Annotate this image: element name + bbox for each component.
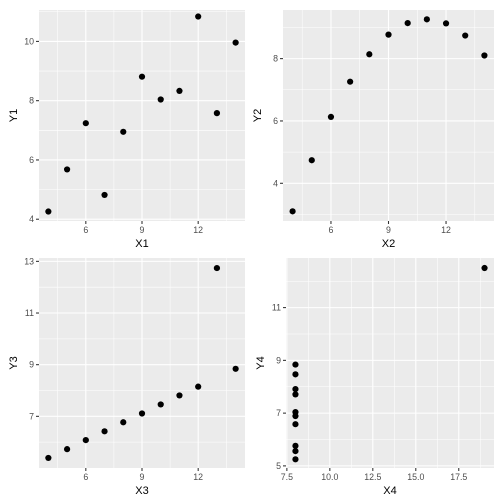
data-point (82, 437, 89, 444)
y-tick-label: 6 (29, 155, 34, 165)
data-point (120, 419, 127, 426)
x-tick-label: 6 (83, 225, 88, 235)
data-point (442, 20, 450, 27)
x-tick-label: 6 (83, 472, 88, 482)
y-tick-label: 5 (276, 461, 281, 471)
data-point (327, 113, 335, 121)
x-tick-label: 12 (193, 225, 203, 235)
data-point (292, 361, 299, 368)
data-point (481, 264, 488, 272)
y-axis-title: Y2 (252, 109, 264, 122)
x-tick-label: 7.5 (281, 472, 293, 482)
scatter-panel-1: 6 9 12 4 6 8 10 X1 Y1 (8, 10, 245, 250)
data-point (289, 208, 296, 215)
data-point (308, 157, 315, 164)
y-tick-label: 9 (276, 355, 281, 365)
scatter-panel-2: 6 9 12 4 6 8 X2 Y2 (252, 10, 494, 250)
x-axis-title: X1 (135, 238, 148, 250)
data-point (45, 208, 52, 215)
y-tick-label: 10 (24, 36, 34, 46)
y-tick-label: 4 (29, 214, 34, 224)
y-tick-label: 11 (25, 308, 34, 318)
data-point (462, 32, 469, 39)
data-point (292, 371, 299, 378)
y-axis-title: Y3 (8, 356, 20, 369)
x-tick-label: 10.0 (321, 472, 338, 482)
y-tick-label: 13 (24, 256, 34, 266)
data-point (138, 73, 146, 80)
x-tick-label: 12 (441, 225, 451, 235)
data-point (423, 16, 430, 23)
data-point (347, 78, 354, 85)
data-point (292, 421, 299, 428)
x-tick-label: 9 (140, 225, 145, 235)
data-point (232, 39, 239, 46)
x-tick-label: 12.5 (364, 472, 381, 482)
data-point (385, 31, 392, 38)
y-axis-title: Y1 (8, 109, 20, 122)
data-point (157, 401, 164, 408)
data-point (213, 110, 221, 117)
data-point (292, 456, 299, 463)
x-tick-label: 15.0 (407, 472, 424, 482)
y-tick-label: 7 (276, 408, 281, 418)
data-point (101, 191, 108, 199)
data-point (366, 51, 373, 58)
y-tick-label: 7 (29, 411, 34, 421)
y-axis-title: Y4 (255, 356, 267, 369)
x-tick-label: 12 (193, 472, 203, 482)
data-point (82, 120, 89, 127)
x-tick-label: 6 (329, 225, 334, 235)
data-point (481, 52, 488, 59)
x-axis-title: X3 (135, 485, 148, 497)
data-point (292, 412, 299, 420)
data-point (63, 446, 71, 453)
y-tick-label: 6 (273, 116, 278, 126)
data-point (157, 96, 164, 103)
data-point (101, 428, 108, 435)
scatter-panel-3: 6 9 12 7 9 11 13 X3 Y3 (8, 256, 245, 497)
x-tick-label: 9 (386, 225, 391, 235)
x-tick-label: 17.5 (450, 472, 467, 482)
data-point (292, 442, 299, 449)
y-tick-label: 8 (273, 54, 278, 64)
x-tick-label: 9 (140, 472, 145, 482)
data-point (404, 19, 411, 27)
data-point (195, 13, 202, 20)
data-point (232, 365, 239, 372)
x-axis-title: X4 (383, 485, 396, 497)
data-point (292, 391, 299, 398)
scatter-panel-4: 7.5 10.0 12.5 15.0 17.5 5 7 9 11 X4 Y4 (255, 258, 494, 497)
data-point (292, 386, 299, 393)
data-point (45, 454, 52, 462)
data-point (138, 410, 146, 417)
data-point (292, 448, 299, 455)
data-point (176, 87, 183, 95)
data-point (63, 166, 71, 173)
data-point (176, 392, 183, 399)
data-point (213, 264, 221, 272)
x-axis-title: X2 (382, 238, 395, 250)
y-tick-label: 11 (272, 303, 281, 313)
data-point (195, 383, 202, 390)
data-point (120, 128, 127, 135)
panel-background (286, 258, 494, 468)
y-tick-label: 8 (29, 96, 34, 106)
y-tick-label: 4 (273, 178, 278, 188)
y-tick-label: 9 (29, 360, 34, 370)
